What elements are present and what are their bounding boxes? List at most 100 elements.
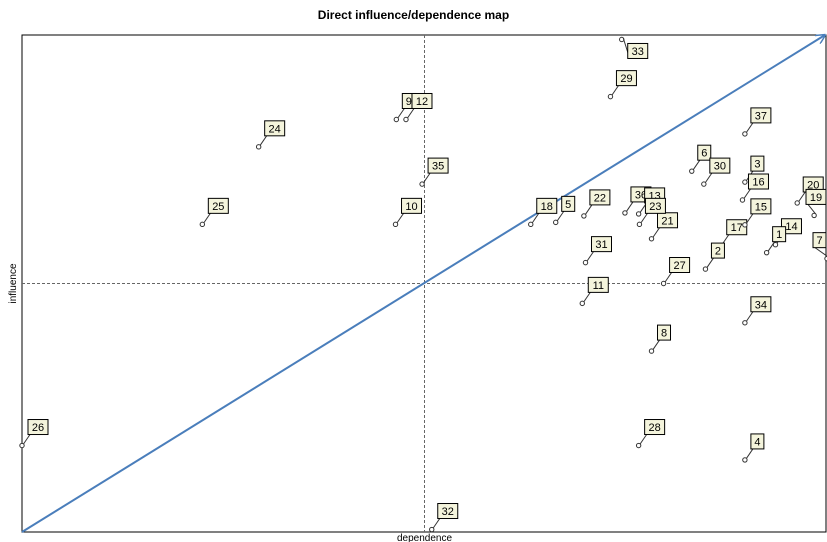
x-axis-label: dependence	[397, 533, 452, 542]
point-marker	[582, 259, 589, 266]
point-label: 11	[593, 280, 604, 292]
point-4: 4	[742, 433, 765, 463]
point-1: 1	[763, 226, 787, 256]
point-leader	[664, 272, 672, 283]
point-marker	[553, 219, 559, 226]
point-22: 22	[581, 189, 611, 219]
point-label: 23	[649, 201, 661, 213]
point-label: 12	[416, 96, 428, 108]
point-leader	[531, 213, 540, 224]
point-label: 22	[594, 192, 606, 204]
point-leader	[706, 257, 714, 268]
point-label-box	[772, 226, 787, 243]
point-leader	[640, 213, 648, 224]
point-19: 19	[805, 188, 827, 219]
point-marker	[648, 348, 655, 354]
point-10: 10	[392, 197, 423, 228]
y-axis-label: influence	[8, 263, 19, 303]
point-label: 1	[776, 229, 782, 241]
point-label-box	[697, 144, 712, 161]
point-marker	[635, 442, 642, 449]
point-label: 20	[807, 179, 819, 191]
point-label: 30	[714, 161, 726, 173]
point-leader	[639, 434, 648, 445]
point-label-box	[27, 419, 49, 436]
point-leader	[652, 339, 660, 350]
point-marker	[794, 200, 800, 206]
point-marker	[528, 221, 534, 228]
point-marker	[702, 266, 709, 272]
point-marker	[742, 320, 748, 326]
point-label-box	[561, 195, 576, 212]
point-marker	[393, 116, 400, 123]
point-label-box	[657, 324, 672, 341]
point-leader	[652, 227, 660, 238]
point-20: 20	[794, 176, 824, 206]
point-leader	[259, 135, 268, 146]
point-label: 31	[595, 239, 607, 251]
point-leader	[556, 211, 565, 222]
point-label: 2	[715, 246, 721, 258]
point-label-box	[750, 155, 765, 172]
point-leader	[626, 201, 634, 212]
point-label-box	[812, 232, 827, 249]
point-marker	[701, 181, 707, 187]
point-label-box	[657, 212, 679, 229]
point-leader	[23, 434, 31, 445]
point-label-box	[805, 188, 827, 205]
point-34: 34	[742, 296, 772, 326]
point-marker	[742, 131, 748, 137]
point-label-box	[401, 197, 423, 214]
chart-title: Direct influence/dependence map	[317, 8, 510, 22]
point-label: 19	[810, 192, 822, 204]
point-label-box	[591, 236, 612, 253]
point-21: 21	[648, 212, 679, 242]
point-label-box	[747, 173, 769, 190]
point-label: 6	[701, 148, 707, 160]
point-leader	[584, 204, 593, 215]
point-marker	[660, 280, 667, 287]
point-label-box	[536, 197, 558, 214]
point-27: 27	[660, 257, 691, 287]
point-label: 29	[620, 73, 632, 85]
point-8: 8	[648, 324, 672, 354]
point-32: 32	[429, 503, 459, 533]
point-16: 16	[739, 173, 769, 203]
point-leader	[396, 213, 404, 224]
point-label: 35	[432, 161, 444, 173]
point-marker	[811, 212, 817, 219]
point-label: 24	[269, 123, 281, 135]
point-label: 18	[541, 201, 553, 213]
point-label-box	[726, 219, 748, 236]
point-label-box	[750, 198, 772, 215]
point-marker	[763, 249, 770, 256]
point-label-box	[709, 157, 731, 174]
point-marker	[739, 197, 746, 203]
point-label-box	[644, 419, 666, 436]
point-leader	[704, 172, 713, 183]
point-leader	[767, 241, 776, 252]
point-31: 31	[582, 236, 612, 266]
point-label: 3	[754, 159, 760, 171]
point-leader	[432, 518, 441, 529]
point-label-box	[750, 107, 772, 124]
point-25: 25	[199, 197, 229, 228]
point-label-box	[589, 189, 611, 206]
point-marker	[429, 526, 435, 533]
point-label: 9	[406, 96, 412, 108]
point-label: 7	[816, 235, 822, 247]
point-label: 28	[649, 422, 661, 434]
point-leader	[397, 108, 405, 119]
point-7: 7	[812, 232, 827, 262]
point-marker	[772, 242, 779, 248]
point-label-box	[427, 157, 449, 174]
point-12: 12	[403, 92, 433, 123]
point-label-box	[437, 503, 459, 520]
point-label-box	[615, 70, 637, 87]
point-label: 34	[755, 299, 767, 311]
point-marker	[581, 213, 587, 219]
point-marker	[579, 300, 585, 307]
point-leader	[807, 204, 817, 215]
point-leader	[586, 251, 594, 262]
point-leader	[611, 85, 619, 96]
